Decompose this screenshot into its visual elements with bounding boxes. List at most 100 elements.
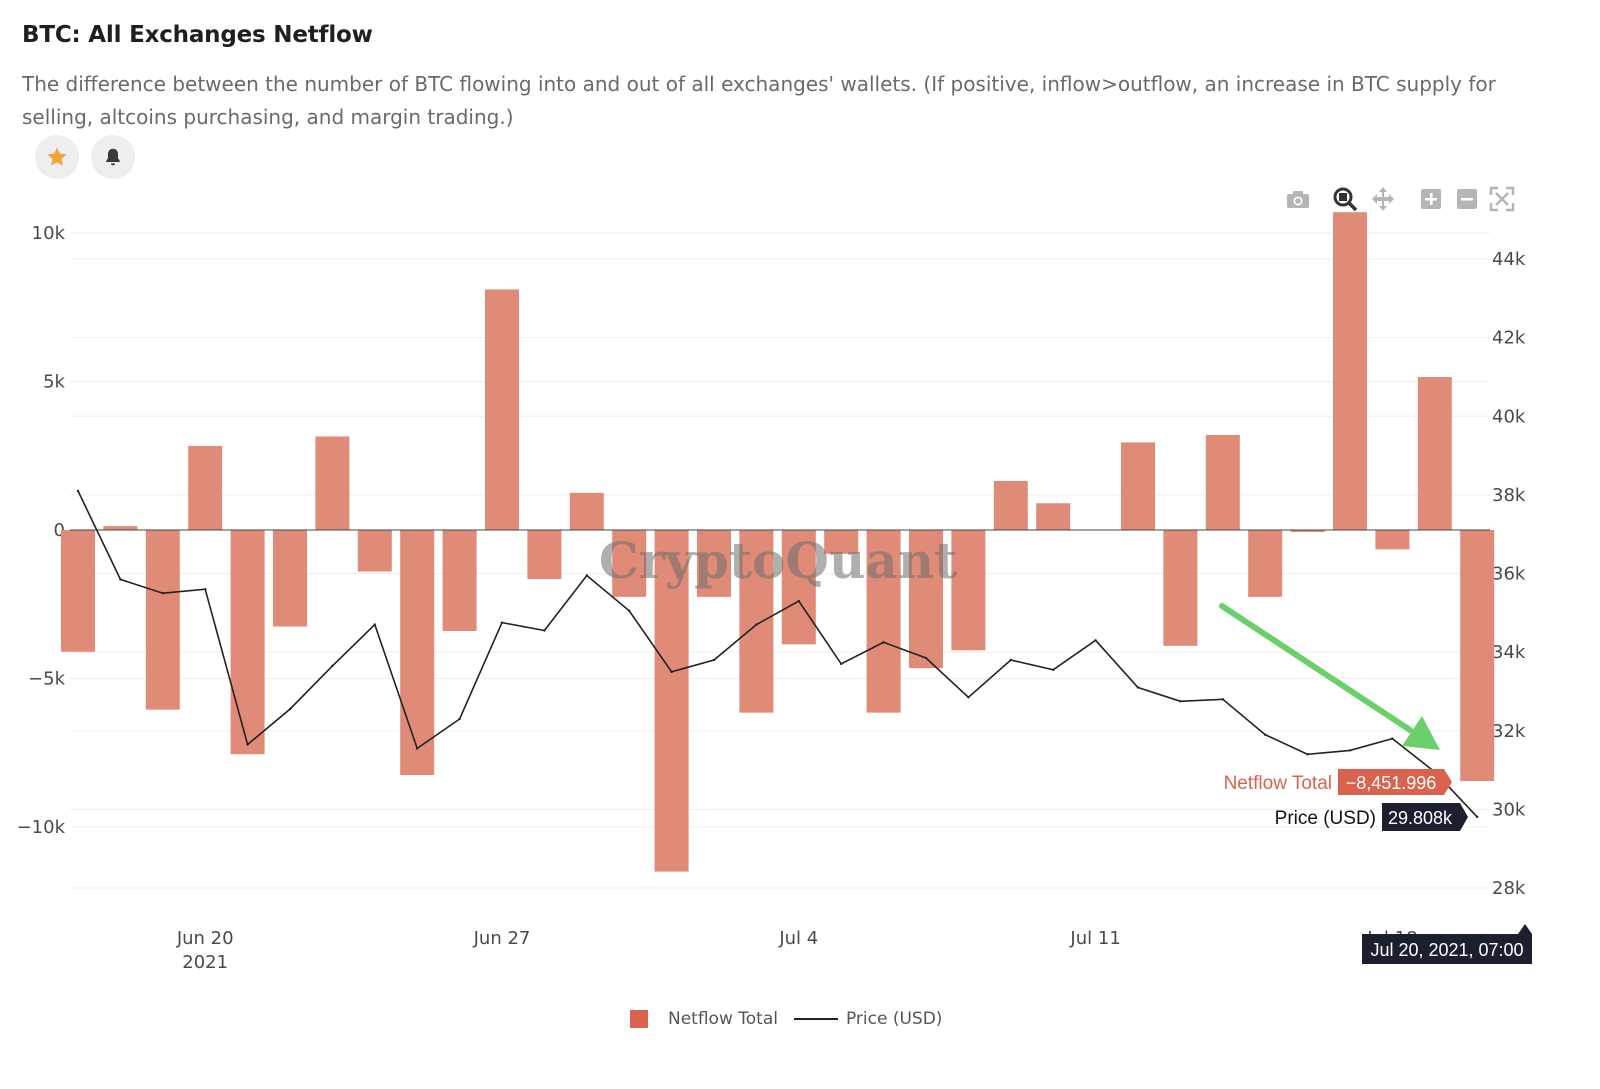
zoom-out-icon[interactable] (1452, 184, 1482, 214)
y-left-tick-label: 0 (54, 520, 65, 541)
price-point (1391, 737, 1394, 740)
watermark-text: CryptoQuant (599, 531, 957, 590)
netflow-bar (951, 530, 986, 651)
x-tick-label: Jun 20 (176, 928, 234, 949)
price-point (967, 696, 970, 699)
price-point (1306, 753, 1309, 756)
favorite-button[interactable] (35, 135, 79, 179)
chart-toolbar (1280, 184, 1530, 216)
price-point (628, 609, 631, 613)
netflow-bar (315, 436, 350, 530)
y-right-tick-label: 34k (1492, 642, 1526, 663)
netflow-bar (527, 530, 562, 580)
price-tooltip-value: 29.808k (1388, 808, 1453, 828)
price-tooltip-box (1382, 803, 1468, 831)
price-point (585, 574, 588, 577)
arrow-head (1402, 716, 1440, 750)
netflow-bar (1460, 530, 1495, 782)
netflow-bar (188, 445, 223, 530)
netflow-bar (103, 526, 138, 530)
netflow-price-chart[interactable]: 10k 5k 0 −5k −10k 44k 42k 40k 38k 36k 34k 32k 30k 28k… (0, 0, 1600, 1000)
price-point (924, 656, 928, 660)
netflow-tooltip: −8,451.996 Netflow Total (1224, 769, 1452, 795)
netflow-bar (1417, 377, 1452, 530)
netflow-bar (357, 530, 392, 572)
netflow-bar (697, 530, 731, 597)
price-point (204, 588, 207, 591)
netflow-bar (145, 530, 180, 710)
legend-price-label[interactable]: Price (USD) (845, 1009, 943, 1029)
netflow-bar (1290, 530, 1325, 532)
price-point (1179, 700, 1182, 703)
price-point (1052, 668, 1055, 672)
chart-title: BTC: All Exchanges Netflow (22, 22, 373, 48)
camera-icon[interactable] (1283, 184, 1313, 214)
price-point (1221, 698, 1225, 701)
y-left-tick-label: −5k (28, 669, 66, 690)
netflow-bar (1121, 442, 1155, 530)
y-left-tick-label: 10k (32, 223, 66, 244)
netflow-bar (866, 530, 901, 713)
legend-netflow-swatch[interactable] (630, 1010, 648, 1028)
alert-button[interactable] (91, 135, 135, 179)
price-point (1009, 658, 1012, 662)
y-right-tick-label: 36k (1492, 564, 1526, 585)
price-point (1094, 639, 1097, 642)
x-tick-sublabel: 2021 (182, 952, 228, 973)
price-point (1136, 686, 1140, 689)
price-point (246, 743, 249, 746)
legend-price-swatch[interactable] (793, 1018, 838, 1020)
price-point (712, 658, 716, 662)
netflow-bar (612, 530, 647, 597)
star-icon (47, 147, 67, 166)
netflow-bar (569, 492, 604, 530)
netflow-bar (273, 530, 307, 627)
y-right-tick-label: 32k (1492, 721, 1526, 742)
netflow-tooltip-box (1338, 769, 1452, 795)
y-right-tick-label: 42k (1492, 328, 1526, 349)
y-left-tick-label: 5k (43, 372, 65, 393)
autoscale-icon[interactable] (1487, 184, 1517, 214)
price-point (458, 717, 461, 721)
chart-description: The difference between the number of BTC… (22, 72, 1496, 129)
x-tick-label: Jul 4 (778, 928, 818, 949)
date-tooltip: Jul 20, 2021, 07:00 (1362, 924, 1532, 964)
netflow-bar (1163, 530, 1198, 646)
y-right-tick-label: 44k (1492, 249, 1526, 270)
netflow-bar (442, 530, 477, 631)
netflow-bar (781, 530, 816, 645)
netflow-bar (1205, 434, 1240, 530)
price-point (1348, 749, 1352, 752)
netflow-bar (909, 530, 943, 669)
price-point (119, 578, 122, 581)
netflow-bar (654, 530, 689, 872)
price-point (500, 621, 504, 624)
price-point (882, 641, 885, 644)
date-tooltip-box (1362, 924, 1532, 964)
price-tooltip: 29.808k Price (USD) (1275, 803, 1468, 831)
legend-netflow-label[interactable]: Netflow Total (668, 1009, 778, 1029)
price-point (840, 662, 843, 666)
netflow-bar (1333, 212, 1367, 530)
pan-icon[interactable] (1368, 184, 1398, 214)
price-point (797, 599, 800, 603)
netflow-bar (485, 289, 519, 530)
price-point (1476, 815, 1479, 819)
zoom-in-icon[interactable] (1416, 184, 1446, 214)
price-point (161, 591, 164, 595)
price-line (77, 490, 1478, 818)
y-right-tick-label: 38k (1492, 485, 1526, 506)
price-tooltip-label: Price (USD) (1275, 808, 1376, 829)
bell-icon (106, 148, 120, 166)
price-point (755, 623, 758, 626)
netflow-bar (993, 480, 1028, 530)
netflow-bar (400, 530, 435, 776)
price-point (416, 747, 419, 750)
netflow-bar (61, 530, 95, 652)
y-right-tick-label: 28k (1492, 878, 1526, 899)
price-point (543, 629, 546, 632)
price-point (670, 670, 673, 673)
price-point (76, 489, 80, 493)
price-point (373, 623, 376, 626)
zoom-icon[interactable] (1330, 184, 1360, 214)
